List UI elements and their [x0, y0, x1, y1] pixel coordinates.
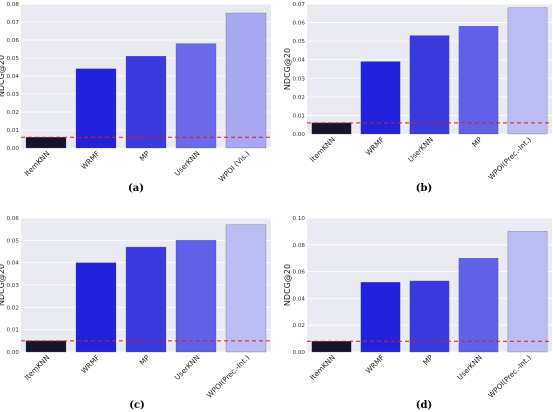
chart-panel-3: 0.00 0.01 0.02 0.03 0.04 0.05 0.06 ItemKNN WRMF M…: [0, 216, 271, 411]
y-axis-label: NDCG@20: [0, 264, 6, 306]
y-tick-label: 0.08: [293, 243, 306, 249]
x-tick-label: ItemKNN: [23, 353, 52, 382]
bar-wpoi-vis-: [225, 12, 267, 149]
x-tick-label: MP: [421, 353, 435, 367]
x-tick-label: WPOI(Prec.-Int.): [486, 353, 533, 400]
y-tick-label: 0.02: [293, 95, 305, 101]
x-tick-label: WRMF: [364, 135, 386, 157]
bar-itemknn: [25, 137, 67, 149]
y-tick-label: 0.00: [293, 350, 306, 356]
x-tick-label: UserKNN: [173, 149, 202, 178]
y-tick-label: 0.02: [293, 323, 305, 329]
y-tick-label: 0.04: [293, 58, 306, 64]
bar-userknn: [458, 258, 499, 353]
y-tick-label: 0.03: [293, 76, 306, 82]
y-tick-label: 0.06: [293, 270, 306, 276]
x-tick-label: ItemKNN: [308, 353, 337, 382]
x-tick-label: WRMF: [79, 149, 101, 171]
y-tick-label: 0.10: [293, 216, 306, 222]
x-tick-label: ItemKNN: [308, 135, 337, 164]
y-tick-label: 0.05: [7, 56, 20, 62]
bar-userknn: [175, 240, 217, 353]
y-tick-label: 0.05: [7, 238, 20, 244]
y-tick-label: 0.07: [293, 2, 306, 8]
y-tick-label: 0.00: [293, 132, 306, 138]
bar-wrmf: [360, 282, 401, 353]
panel-caption: (c): [129, 400, 145, 411]
x-tick-label: MP: [138, 149, 152, 163]
bar-itemknn: [311, 122, 352, 135]
x-tick-label: UserKNN: [173, 353, 202, 382]
y-tick-label: 0.04: [293, 296, 306, 302]
y-tick-label: 0.00: [7, 146, 20, 152]
y-tick-label: 0.01: [7, 128, 20, 134]
bar-mp: [125, 56, 167, 149]
x-tick-label: UserKNN: [455, 353, 484, 382]
y-tick-label: 0.05: [293, 39, 306, 45]
y-tick-label: 0.04: [7, 261, 20, 267]
bar-wrmf: [360, 61, 401, 135]
bar-wpoi-prec-int-: [507, 231, 548, 353]
y-tick-label: 0.03: [7, 92, 20, 98]
chart-panel-2: 0.00 0.01 0.02 0.03 0.04 0.05 0.06 0.07 ItemKNN W…: [283, 2, 552, 194]
x-tick-label: WPOI(Prec.-Int.): [486, 135, 533, 182]
x-tick-label: UserKNN: [406, 135, 435, 164]
y-tick-label: 0.02: [7, 305, 19, 311]
y-axis-label: NDCG@20: [283, 48, 292, 90]
panel-caption: (d): [416, 400, 432, 411]
bar-userknn: [175, 43, 217, 149]
panel-caption: (a): [128, 183, 144, 194]
y-tick-label: 0.06: [7, 38, 20, 44]
x-tick-label: WRMF: [79, 353, 101, 375]
x-tick-label: MP: [138, 353, 152, 367]
panel-caption: (b): [416, 183, 432, 194]
bar-wrmf: [75, 68, 117, 149]
bar-wpoi-prec-int-: [225, 224, 267, 353]
y-tick-label: 0.06: [7, 216, 20, 222]
y-axis-label: NDCG@20: [0, 55, 6, 97]
bar-mp: [409, 280, 450, 353]
bar-itemknn: [25, 340, 67, 353]
bar-userknn: [409, 35, 450, 135]
bar-mp: [125, 246, 167, 353]
chart-panel-1: 0.00 0.01 0.02 0.03 0.04 0.05 0.06 0.07 0.08 Item…: [0, 2, 271, 194]
y-tick-label: 0.02: [7, 110, 19, 116]
bar-itemknn: [311, 341, 352, 353]
x-tick-label: ItemKNN: [23, 149, 52, 178]
x-tick-label: WRMF: [364, 353, 386, 375]
bar-wrmf: [75, 262, 117, 353]
x-tick-label: MP: [470, 135, 484, 149]
y-tick-label: 0.06: [293, 21, 306, 27]
y-axis-label: NDCG@20: [283, 264, 292, 306]
x-tick-label: WPOI (Vis.): [217, 149, 252, 184]
y-tick-label: 0.08: [7, 2, 20, 8]
bar-mp: [458, 26, 499, 135]
y-tick-label: 0.01: [293, 113, 306, 119]
bar-wpoi-prec-int-: [507, 7, 548, 135]
y-tick-label: 0.01: [7, 328, 20, 334]
y-tick-label: 0.00: [7, 350, 20, 356]
chart-panel-4: 0.00 0.02 0.04 0.06 0.08 0.10 ItemKNN WRMF MP Use…: [283, 216, 552, 411]
y-tick-label: 0.03: [7, 283, 20, 289]
x-tick-label: WPOI(Prec.-Int.): [205, 353, 252, 400]
y-tick-label: 0.04: [7, 74, 20, 80]
y-tick-label: 0.07: [7, 20, 20, 26]
